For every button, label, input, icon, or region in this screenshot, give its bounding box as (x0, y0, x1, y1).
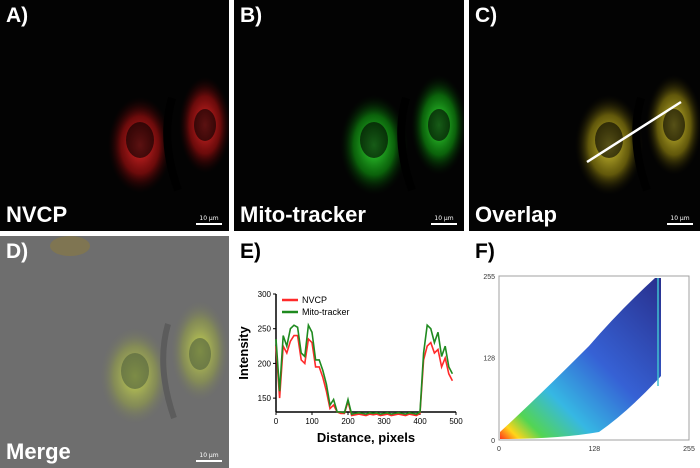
legend-label: Mito-tracker (302, 307, 350, 317)
legend-label: NVCP (302, 295, 327, 305)
x-tick-label: 500 (449, 417, 463, 426)
scale-bar-line (667, 223, 693, 225)
panel-label-f: F) (475, 240, 495, 263)
scale-bar-label: 10 μm (434, 215, 454, 222)
overlap-micrograph (575, 75, 700, 195)
panel-d-merge: D) Merge 10 μm (0, 236, 229, 468)
y-tick-label: 150 (258, 394, 272, 403)
x-tick-label: 0 (497, 446, 501, 453)
scale-bar-line (431, 223, 457, 225)
intensity-profile-chart: 0 100 200 300 400 500 150 200 250 300 Distance, pi… (236, 290, 463, 445)
panel-label-d: D) (6, 240, 29, 263)
x-tick-label: 200 (341, 417, 355, 426)
y-tick-label: 200 (258, 359, 272, 368)
x-tick-label: 300 (377, 417, 391, 426)
nvcp-micrograph (108, 77, 229, 193)
x-tick-label: 0 (274, 417, 279, 426)
caption-merge: Merge (6, 439, 71, 464)
scale-bar-label: 10 μm (199, 215, 219, 222)
x-tick-label: 400 (413, 417, 427, 426)
panel-label-c: C) (475, 4, 498, 27)
panel-f-colocalization-scatter: F) 0 128 255 0 128 255 (469, 236, 700, 468)
y-tick-label: 0 (491, 438, 495, 445)
y-tick-label: 255 (483, 274, 495, 281)
x-tick-label: 100 (305, 417, 319, 426)
scale-bar-label: 10 μm (199, 452, 219, 459)
panel-a-nvcp: A) NVCP 10 μm (0, 0, 229, 231)
panel-c-overlap: C) Overlap 10 μm (469, 0, 700, 231)
colocalization-scatter-chart: 0 128 255 0 128 255 (483, 274, 695, 453)
y-tick-label: 250 (258, 325, 272, 334)
x-axis-label: Distance, pixels (317, 430, 415, 445)
series-line-nvcp (275, 334, 454, 417)
scale-bar-label: 10 μm (670, 215, 690, 222)
scatter-density-cloud (500, 278, 661, 439)
panel-label-a: A) (6, 4, 29, 27)
x-tick-label: 255 (683, 446, 695, 453)
caption-overlap: Overlap (475, 202, 557, 227)
line-profile-path (586, 100, 682, 164)
scale-bar-c: 10 μm (667, 215, 693, 225)
scale-bar-line (196, 223, 222, 225)
merge-micrograph (0, 236, 229, 468)
x-tick-label: 128 (589, 446, 601, 453)
y-tick-label: 128 (483, 356, 495, 363)
caption-mito-tracker: Mito-tracker (240, 202, 366, 227)
y-axis-label: Intensity (236, 326, 251, 380)
panel-e-intensity-profile: E) 0 100 200 300 400 500 150 200 250 300 Distance,… (234, 236, 464, 468)
panel-label-b: B) (240, 4, 263, 27)
scale-bar-line (196, 460, 222, 462)
caption-nvcp: NVCP (6, 202, 68, 227)
scale-bar-d: 10 μm (196, 452, 222, 462)
scale-bar-b: 10 μm (431, 215, 457, 225)
mito-tracker-micrograph (340, 75, 464, 195)
y-tick-label: 300 (258, 290, 272, 299)
panel-label-e: E) (240, 240, 261, 263)
series-line-mito-tracker (275, 322, 454, 416)
scale-bar-a: 10 μm (196, 215, 222, 225)
panel-b-mito-tracker: B) Mito-tracker 10 μm (234, 0, 464, 231)
